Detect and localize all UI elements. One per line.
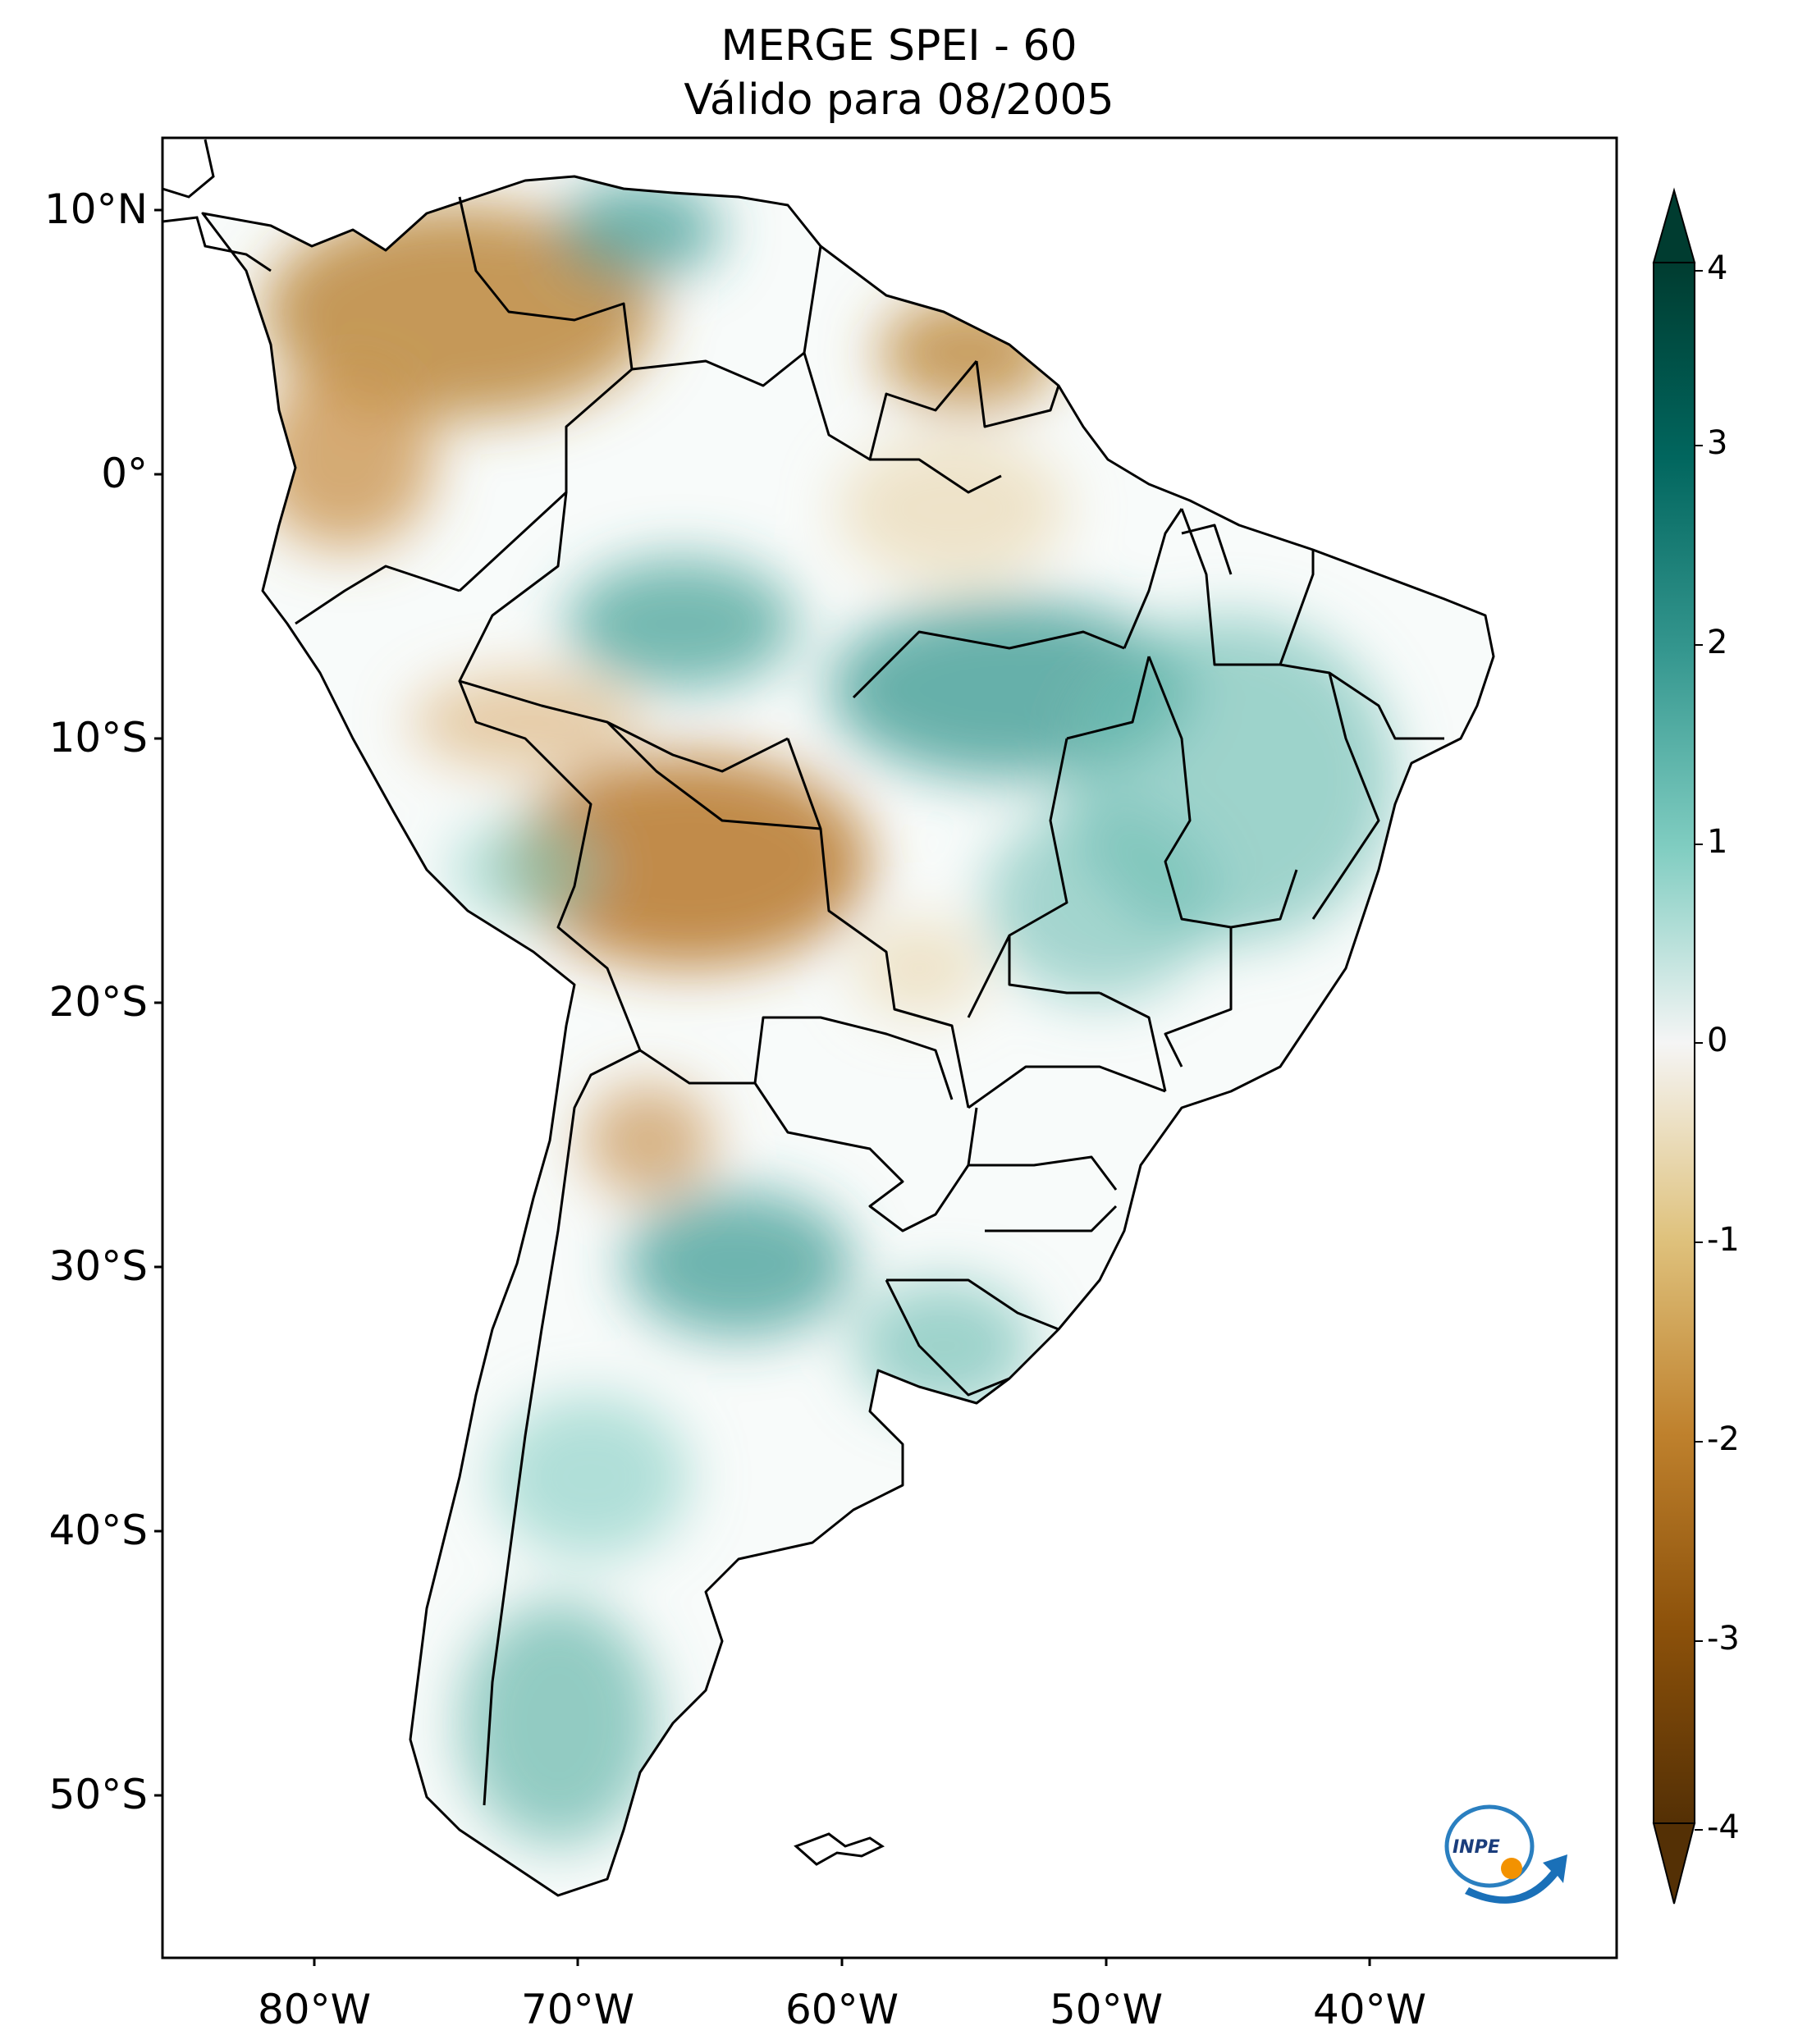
colorbar — [1652, 187, 1703, 1905]
colorbar-tick-label: 3 — [1707, 424, 1728, 462]
political-borders — [295, 196, 1444, 1806]
lat-label-40s: 40°S — [48, 1507, 148, 1554]
colorbar-tick-label: 2 — [1707, 624, 1728, 661]
lon-label-80w: 80°W — [257, 1986, 372, 2033]
lon-label-40w: 40°W — [1312, 1986, 1427, 2033]
colorbar-tick-label: -1 — [1707, 1221, 1740, 1259]
lat-label-50s: 50°S — [48, 1771, 148, 1818]
coastline — [201, 175, 1495, 1897]
axis-ticks — [154, 208, 1371, 1966]
lat-label-10n: 10°N — [43, 185, 148, 233]
colorbar-gradient — [1653, 262, 1695, 1824]
colorbar-tick-label: -3 — [1707, 1620, 1740, 1658]
colorbar-tick-label: -4 — [1707, 1809, 1740, 1846]
lat-label-30s: 30°S — [48, 1242, 148, 1290]
colorbar-tick-label: 0 — [1707, 1022, 1728, 1059]
lat-label-20s: 20°S — [48, 978, 148, 1026]
map-title: MERGE SPEI - 60 — [721, 21, 1077, 71]
central-america-outline — [162, 139, 272, 272]
inpe-logo: INPE — [1444, 1804, 1567, 1904]
colorbar-tick-label: 1 — [1707, 823, 1728, 861]
lat-label-10s: 10°S — [48, 714, 148, 761]
colorbar-tick-label: -2 — [1707, 1420, 1740, 1458]
falkland-islands — [794, 1832, 885, 1866]
colorbar-extend-min — [1652, 1822, 1696, 1905]
inpe-logo-text: INPE — [1453, 1837, 1500, 1858]
colorbar-tick-label: 4 — [1707, 249, 1728, 287]
map-subtitle: Válido para 08/2005 — [684, 75, 1114, 125]
lon-label-70w: 70°W — [520, 1986, 635, 2033]
lon-label-60w: 60°W — [785, 1986, 899, 2033]
colorbar-extend-max — [1652, 187, 1696, 263]
lat-label-0: 0° — [101, 450, 148, 497]
lon-label-50w: 50°W — [1049, 1986, 1164, 2033]
